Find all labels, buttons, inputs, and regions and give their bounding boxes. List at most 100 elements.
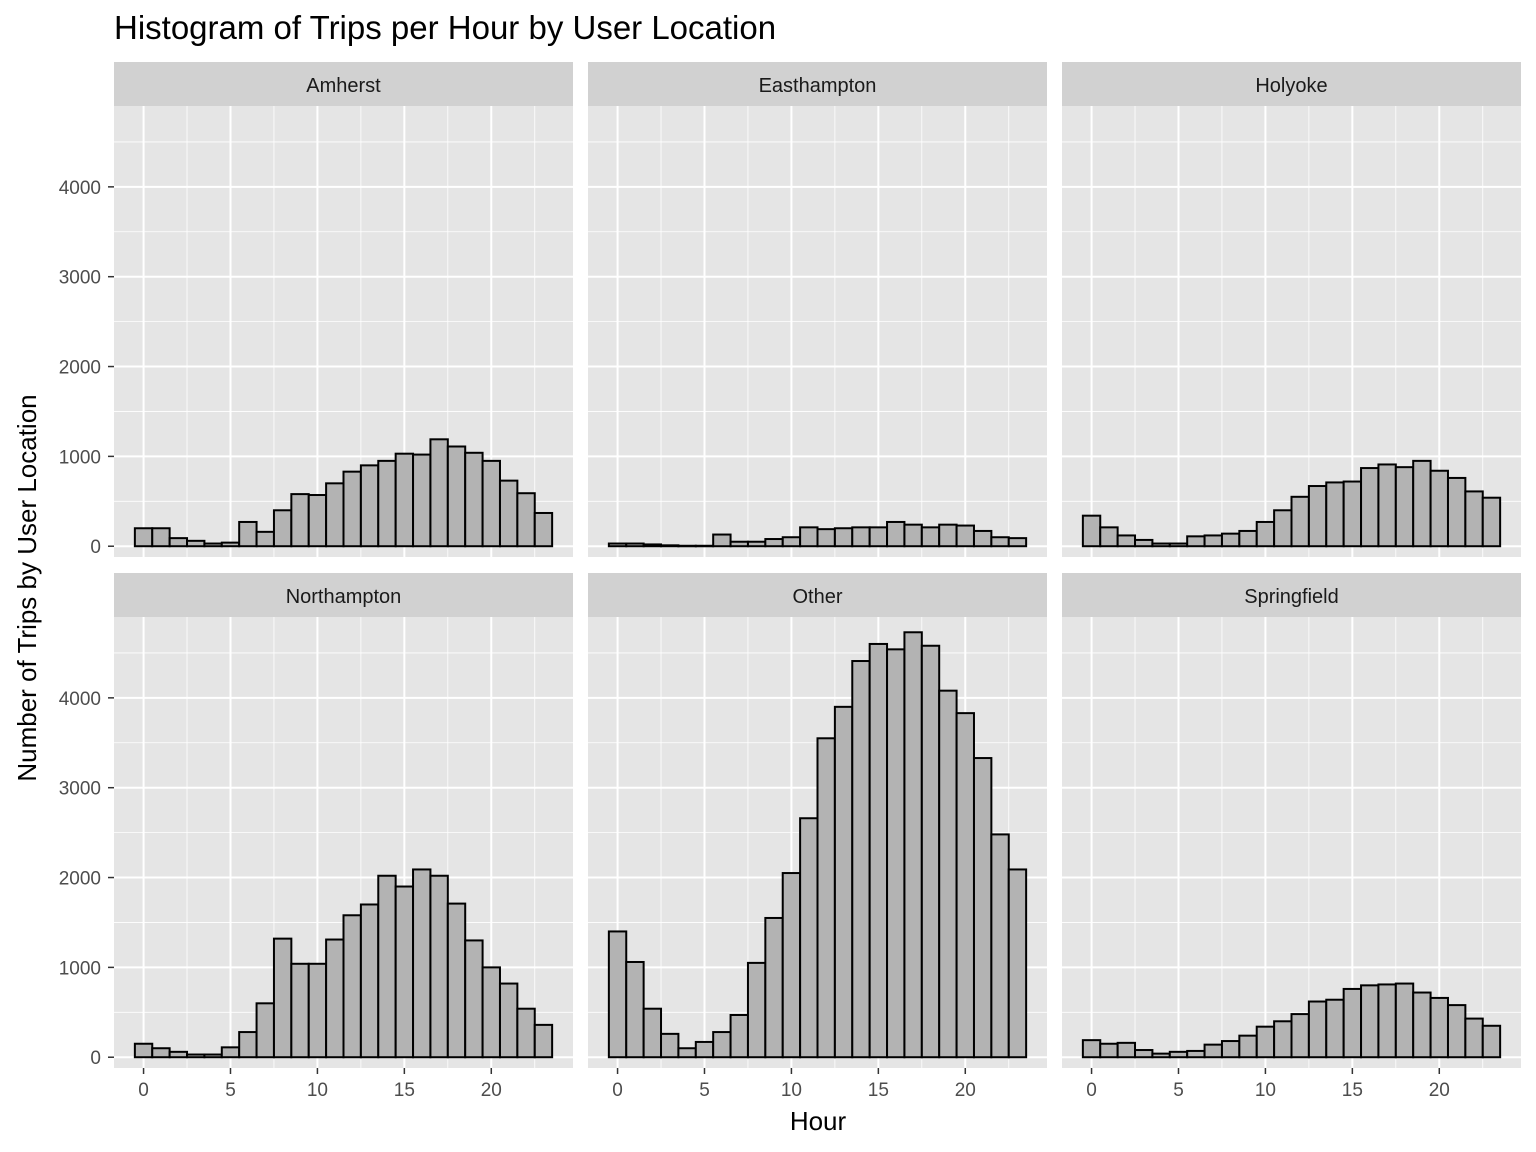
histogram-bar [799, 526, 819, 548]
histogram-bar [642, 1007, 663, 1059]
histogram-bar [1151, 1052, 1171, 1059]
histogram-bar [290, 493, 310, 548]
chart-title: Histogram of Trips per Hour by User Loca… [114, 9, 776, 46]
histogram-bar [938, 523, 958, 548]
histogram-bar [516, 1007, 536, 1059]
histogram-bar [1238, 1034, 1258, 1059]
x-tick-label: 15 [1342, 1080, 1363, 1101]
y-tick-label: 4000 [59, 178, 101, 199]
x-tick-label: 10 [1255, 1080, 1276, 1101]
x-tick-label: 10 [781, 1080, 802, 1101]
histogram-bar [1290, 1013, 1310, 1059]
histogram-bar [377, 459, 397, 548]
histogram-bar [168, 537, 189, 548]
histogram-bar [255, 1002, 275, 1059]
histogram-bar [1325, 998, 1345, 1059]
histogram-bar [972, 529, 993, 548]
histogram-bar [1186, 535, 1206, 548]
histogram-bar [694, 544, 715, 548]
histogram-bar [712, 533, 732, 548]
histogram-bar [394, 885, 415, 1059]
y-tick-label: 1000 [59, 447, 101, 468]
histogram-bar [816, 528, 836, 548]
histogram-bar [1168, 542, 1189, 548]
x-tick-label: 20 [481, 1080, 502, 1101]
histogram-bar [342, 470, 362, 548]
histogram-bar [1446, 1004, 1467, 1059]
histogram-bar [1446, 476, 1467, 548]
x-tick-label: 15 [394, 1080, 415, 1101]
x-tick-label: 10 [307, 1080, 328, 1101]
x-tick-label: 0 [138, 1080, 149, 1101]
histogram-bar [764, 538, 784, 548]
histogram-bar [1412, 459, 1432, 548]
histogram-bar [607, 930, 628, 1059]
histogram-bar [1081, 514, 1102, 548]
histogram-bar [133, 527, 154, 548]
facet-panel-amherst: Amherst 0 1000 2000 3000 4000 [59, 62, 573, 558]
histogram-bar [377, 874, 397, 1059]
histogram-bar [290, 962, 310, 1059]
facet-strip-label: Springfield [1244, 586, 1339, 608]
histogram-bar [1186, 1049, 1206, 1059]
histogram-bar [481, 459, 501, 548]
facet-strip-label: Northampton [286, 586, 402, 608]
facet-strip-label: Easthampton [759, 75, 877, 97]
y-tick-label: 2000 [59, 358, 101, 379]
histogram-bar [498, 479, 519, 548]
y-axis-title: Number of Trips by User Location [12, 394, 42, 781]
histogram-bar [1342, 987, 1363, 1059]
histogram-bar [903, 523, 923, 548]
facet-strip-label: Other [792, 586, 842, 608]
x-axis-title: Hour [790, 1106, 847, 1136]
histogram-bar [186, 1053, 206, 1059]
histogram-bar [1007, 868, 1028, 1059]
histogram-bar [1481, 1024, 1502, 1059]
histogram-bar [1220, 532, 1241, 548]
y-tick-label: 0 [90, 537, 101, 558]
histogram-bar [325, 938, 345, 1059]
facet-strip [1062, 573, 1521, 617]
x-tick-label: 5 [1173, 1080, 1184, 1101]
histogram-bar [1238, 529, 1258, 548]
histogram-bar [990, 536, 1010, 548]
histogram-bar [481, 966, 501, 1059]
histogram-bar [712, 1031, 732, 1059]
facet-strip [114, 62, 573, 106]
facet-strip [588, 62, 1047, 106]
histogram-bar [133, 1042, 154, 1059]
histogram-bar [1255, 1025, 1276, 1059]
histogram-bar [1099, 526, 1119, 548]
histogram-bar [677, 544, 697, 548]
histogram-bar [151, 1047, 171, 1059]
histogram-bar [1273, 1020, 1293, 1059]
histogram-bar [533, 511, 554, 548]
histogram-bar [886, 520, 906, 548]
histogram-bar [660, 1032, 680, 1059]
histogram-bar [1342, 480, 1363, 548]
histogram-bar [446, 445, 467, 548]
histogram-bar [498, 982, 519, 1059]
histogram-bar [359, 903, 380, 1059]
histogram-bar [412, 868, 432, 1059]
histogram-bar [886, 648, 906, 1059]
histogram-bar [1203, 1043, 1223, 1059]
histogram-bar [1394, 466, 1415, 548]
histogram-bar [1464, 490, 1484, 548]
histogram-bar [1099, 1042, 1119, 1059]
histogram-bar [920, 644, 941, 1059]
histogram-bar [868, 526, 889, 548]
histogram-bar [1116, 534, 1137, 548]
panel-background [588, 106, 1047, 557]
histogram-bar [642, 543, 663, 548]
histogram-bar [1273, 509, 1293, 548]
histogram-bar [238, 1031, 258, 1059]
x-tick-label: 5 [699, 1080, 710, 1101]
histogram-bar [955, 712, 975, 1059]
histogram-bar [833, 527, 854, 548]
facet-strip [1062, 62, 1521, 106]
histogram-bar [833, 705, 854, 1059]
histogram-bar [1307, 485, 1328, 548]
histogram-bar [1464, 1017, 1484, 1059]
histogram-bar [1307, 1000, 1328, 1059]
